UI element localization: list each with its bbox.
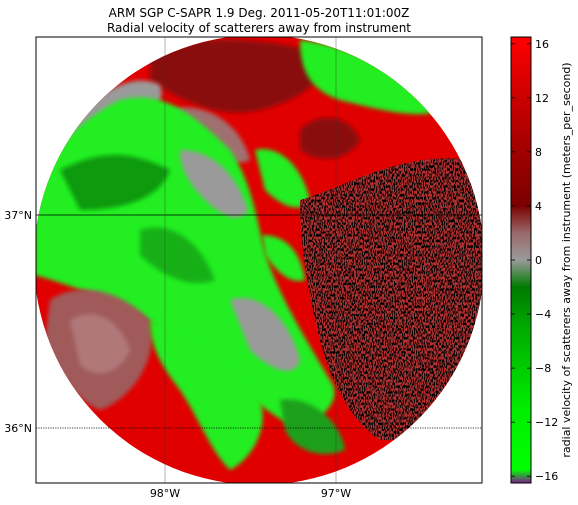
colorbar-tick-label: 12 xyxy=(535,92,549,105)
colorbar-tick-label: 4 xyxy=(535,200,542,213)
colorbar-tick-label: −16 xyxy=(535,470,558,483)
lon-tick-label: 97°W xyxy=(321,487,351,500)
colorbar-tick-label: 8 xyxy=(535,146,542,159)
colorbar-tick-label: 16 xyxy=(535,38,549,51)
colorbar-tick-label: 0 xyxy=(535,254,542,267)
map-subtitle: Radial velocity of scatterers away from … xyxy=(106,21,412,35)
map-title: ARM SGP C-SAPR 1.9 Deg. 2011-05-20T11:01… xyxy=(108,6,410,20)
colorbar-tick-label: −12 xyxy=(535,416,558,429)
lon-tick-label: 98°W xyxy=(150,487,180,500)
radar-sweep xyxy=(36,37,482,483)
colorbar-gradient xyxy=(511,37,531,483)
colorbar-tick-label: −8 xyxy=(535,362,551,375)
colorbar-tick-label: −4 xyxy=(535,308,551,321)
colorbar-label: radial velocity of scatterers away from … xyxy=(560,62,573,457)
map-grid xyxy=(36,37,482,483)
lat-tick-label: 37°N xyxy=(4,209,32,222)
lat-tick-label: 36°N xyxy=(4,422,32,435)
map-axes-frame xyxy=(35,36,483,484)
colorbar: 16 12 8 4 0 −4 −8 −12 −16 radial velocity of sca… xyxy=(510,36,573,484)
